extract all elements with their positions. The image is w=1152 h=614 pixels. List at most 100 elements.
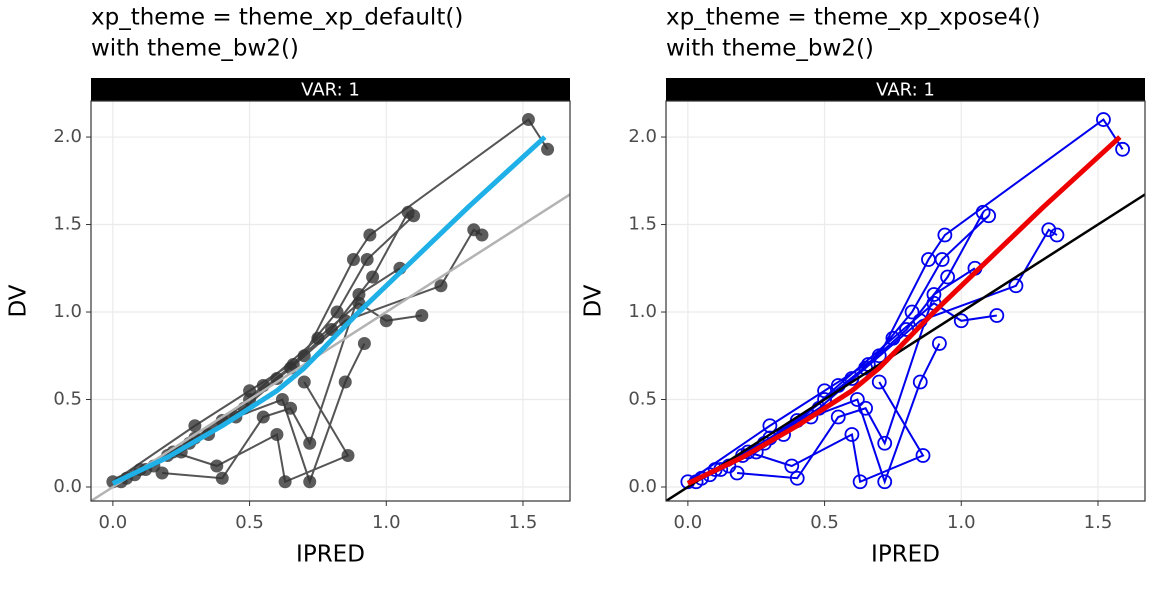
data-point [871,374,887,390]
y-tick-label: 1.0 [628,301,657,322]
data-point [357,337,371,351]
data-point [311,331,325,345]
data-point [243,384,257,398]
x-tick-label: 0.0 [674,512,703,533]
data-point [346,253,360,267]
data-point [210,459,224,473]
data-point [885,330,901,346]
data-point [475,228,489,242]
data-point [275,393,289,407]
identity-line [666,193,1145,501]
identity-line [91,193,570,501]
plot-border [90,100,571,502]
data-point [1008,278,1024,294]
data-point [541,142,555,156]
data-point [877,474,893,490]
data-point [188,419,202,433]
data-point [789,470,805,486]
data-point [803,409,819,425]
data-point [270,428,284,442]
data-point [1049,227,1065,243]
data-point [953,313,969,329]
data-point [330,305,344,319]
data-point [366,270,380,284]
data-point [937,227,953,243]
y-tick-label: 0.0 [53,476,82,497]
strip-label: VAR: 1 [876,80,935,101]
data-point [844,427,860,442]
data-point [912,374,928,390]
data-point [407,209,421,223]
data-point [904,304,920,320]
individual-line [736,267,976,480]
individual-line [687,118,1124,483]
plot-area [666,101,1145,501]
data-point [915,448,931,463]
panel: xp_theme = theme_xp_default()with theme_… [6,5,571,568]
x-axis-title: IPRED [296,542,365,568]
x-tick-label: 1.5 [1084,512,1113,533]
y-tick-label: 0.0 [628,476,657,497]
strip-label: VAR: 1 [301,80,360,101]
plot-area [91,101,570,501]
data-point [284,401,298,415]
data-point [434,279,448,293]
chart-title: xp_theme = theme_xp_xpose4() [666,5,1040,31]
data-point [871,348,887,364]
data-point [303,436,317,450]
y-tick-label: 2.0 [628,126,657,147]
data-point [981,208,997,224]
plot-background [666,101,1145,501]
data-point [521,113,535,127]
chart-title: xp_theme = theme_xp_default() [91,5,463,31]
data-point [729,465,745,481]
data-point [363,228,377,242]
data-point [325,323,339,337]
data-point [303,475,317,489]
x-tick-label: 0.0 [99,512,128,533]
x-tick-label: 1.0 [372,512,401,533]
y-tick-label: 1.5 [53,214,82,235]
x-tick-label: 0.5 [235,512,264,533]
data-point [278,475,292,489]
data-point [1041,222,1057,238]
data-point [360,253,374,267]
plot-border [665,100,1146,502]
individual-line [112,118,549,483]
data-point [852,474,868,490]
x-tick-label: 1.0 [947,512,976,533]
data-point [215,471,229,485]
data-point [256,410,270,424]
data-point [379,314,393,328]
strip-background [91,78,570,101]
data-point [921,252,936,267]
data-point [297,349,311,363]
data-point [352,288,366,302]
y-tick-label: 1.0 [53,301,82,322]
data-point [155,466,169,480]
strip-background [666,78,1145,101]
x-axis-title: IPRED [871,542,940,568]
data-point [338,375,352,389]
y-tick-label: 0.5 [53,389,82,410]
data-point [297,375,311,389]
chart-title: with theme_bw2() [666,36,874,62]
data-point [830,409,846,425]
data-point [926,287,942,302]
smooth-line [686,135,1122,486]
data-point [817,383,832,399]
x-tick-label: 1.5 [509,512,538,533]
chart-title: with theme_bw2() [91,36,299,62]
panel: xp_theme = theme_xp_xpose4()with theme_b… [581,5,1146,568]
y-axis-title: DV [581,284,607,317]
y-tick-label: 2.0 [53,126,82,147]
data-point [849,392,865,407]
data-point [762,418,778,434]
data-point [1096,112,1111,127]
data-point [1115,141,1130,157]
data-point [341,449,355,463]
data-point [784,458,800,474]
data-point [415,309,429,323]
data-point [940,269,956,285]
data-point [858,400,873,416]
